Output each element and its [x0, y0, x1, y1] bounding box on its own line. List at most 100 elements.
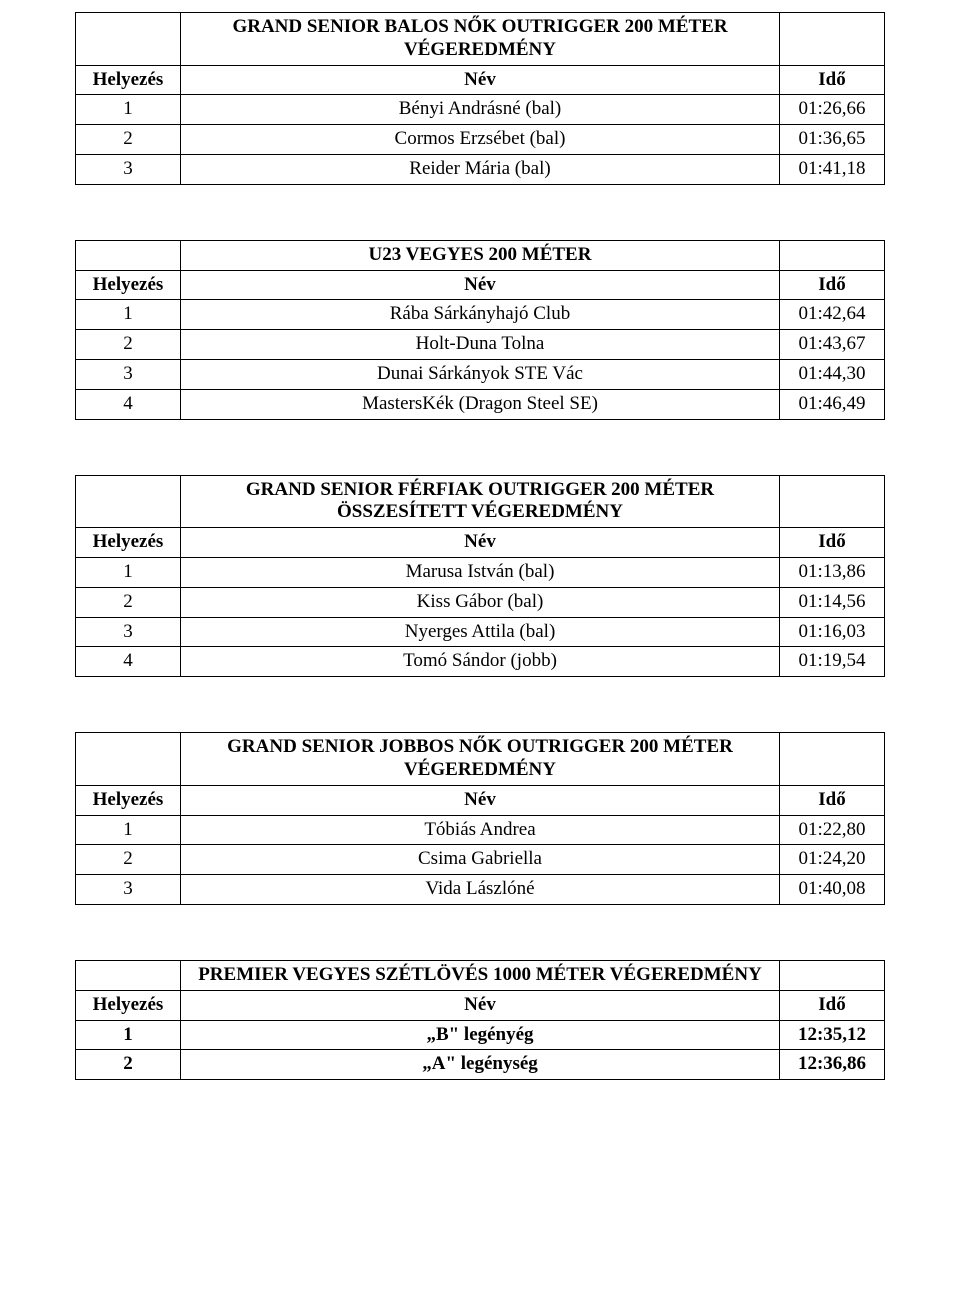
header-rank: Helyezés: [76, 528, 181, 558]
name-cell: Reider Mária (bal): [180, 154, 779, 184]
header-rank: Helyezés: [76, 270, 181, 300]
time-cell: 01:26,66: [780, 95, 885, 125]
results-table-0: GRAND SENIOR BALOS NŐK OUTRIGGER 200 MÉT…: [75, 12, 885, 185]
time-cell: 01:22,80: [780, 815, 885, 845]
header-name: Név: [180, 65, 779, 95]
table-title-row: GRAND SENIOR JOBBOS NŐK OUTRIGGER 200 MÉ…: [76, 733, 885, 786]
table-row: 1„B" legényég12:35,12: [76, 1020, 885, 1050]
rank-cell: 1: [76, 300, 181, 330]
time-cell: 01:14,56: [780, 587, 885, 617]
rank-cell: 1: [76, 1020, 181, 1050]
table-header-row: HelyezésNévIdő: [76, 528, 885, 558]
table-title: GRAND SENIOR JOBBOS NŐK OUTRIGGER 200 MÉ…: [180, 733, 779, 786]
rank-cell: 4: [76, 647, 181, 677]
header-rank: Helyezés: [76, 990, 181, 1020]
time-cell: 12:35,12: [780, 1020, 885, 1050]
header-name: Név: [180, 270, 779, 300]
table-title-row: PREMIER VEGYES SZÉTLÖVÉS 1000 MÉTER VÉGE…: [76, 960, 885, 990]
table-row: 3Reider Mária (bal)01:41,18: [76, 154, 885, 184]
header-name: Név: [180, 785, 779, 815]
blank-cell: [780, 475, 885, 528]
blank-cell: [76, 240, 181, 270]
blank-cell: [76, 13, 181, 66]
results-table-3: GRAND SENIOR JOBBOS NŐK OUTRIGGER 200 MÉ…: [75, 732, 885, 905]
table-row: 1Marusa István (bal)01:13,86: [76, 557, 885, 587]
time-cell: 01:42,64: [780, 300, 885, 330]
name-cell: Rába Sárkányhajó Club: [180, 300, 779, 330]
rank-cell: 2: [76, 1050, 181, 1080]
table-title: GRAND SENIOR BALOS NŐK OUTRIGGER 200 MÉT…: [180, 13, 779, 66]
name-cell: Kiss Gábor (bal): [180, 587, 779, 617]
time-cell: 01:43,67: [780, 330, 885, 360]
rank-cell: 3: [76, 875, 181, 905]
name-cell: Bényi Andrásné (bal): [180, 95, 779, 125]
results-table-2: GRAND SENIOR FÉRFIAK OUTRIGGER 200 MÉTER…: [75, 475, 885, 678]
time-cell: 01:13,86: [780, 557, 885, 587]
name-cell: Cormos Erzsébet (bal): [180, 125, 779, 155]
header-time: Idő: [780, 528, 885, 558]
header-name: Név: [180, 990, 779, 1020]
name-cell: Dunai Sárkányok STE Vác: [180, 359, 779, 389]
table-header-row: HelyezésNévIdő: [76, 785, 885, 815]
table-title: U23 VEGYES 200 MÉTER: [180, 240, 779, 270]
blank-cell: [780, 733, 885, 786]
header-rank: Helyezés: [76, 65, 181, 95]
table-row: 4MastersKék (Dragon Steel SE)01:46,49: [76, 389, 885, 419]
time-cell: 12:36,86: [780, 1050, 885, 1080]
rank-cell: 2: [76, 845, 181, 875]
table-title-row: U23 VEGYES 200 MÉTER: [76, 240, 885, 270]
rank-cell: 3: [76, 154, 181, 184]
table-title: GRAND SENIOR FÉRFIAK OUTRIGGER 200 MÉTER…: [180, 475, 779, 528]
rank-cell: 4: [76, 389, 181, 419]
table-row: 2Csima Gabriella01:24,20: [76, 845, 885, 875]
blank-cell: [76, 475, 181, 528]
table-header-row: HelyezésNévIdő: [76, 270, 885, 300]
table-title: PREMIER VEGYES SZÉTLÖVÉS 1000 MÉTER VÉGE…: [180, 960, 779, 990]
blank-cell: [780, 13, 885, 66]
table-title-row: GRAND SENIOR BALOS NŐK OUTRIGGER 200 MÉT…: [76, 13, 885, 66]
table-row: 2Cormos Erzsébet (bal)01:36,65: [76, 125, 885, 155]
name-cell: Holt-Duna Tolna: [180, 330, 779, 360]
header-rank: Helyezés: [76, 785, 181, 815]
time-cell: 01:36,65: [780, 125, 885, 155]
name-cell: „A" legénység: [180, 1050, 779, 1080]
name-cell: „B" legényég: [180, 1020, 779, 1050]
header-name: Név: [180, 528, 779, 558]
name-cell: Marusa István (bal): [180, 557, 779, 587]
rank-cell: 1: [76, 815, 181, 845]
header-time: Idő: [780, 990, 885, 1020]
blank-cell: [76, 733, 181, 786]
time-cell: 01:41,18: [780, 154, 885, 184]
blank-cell: [780, 960, 885, 990]
name-cell: Tóbiás Andrea: [180, 815, 779, 845]
table-row: 3Vida Lászlóné01:40,08: [76, 875, 885, 905]
results-table-4: PREMIER VEGYES SZÉTLÖVÉS 1000 MÉTER VÉGE…: [75, 960, 885, 1080]
name-cell: Vida Lászlóné: [180, 875, 779, 905]
rank-cell: 3: [76, 617, 181, 647]
rank-cell: 2: [76, 330, 181, 360]
rank-cell: 2: [76, 125, 181, 155]
table-row: 1Rába Sárkányhajó Club01:42,64: [76, 300, 885, 330]
name-cell: Tomó Sándor (jobb): [180, 647, 779, 677]
time-cell: 01:19,54: [780, 647, 885, 677]
table-row: 2Holt-Duna Tolna01:43,67: [76, 330, 885, 360]
table-row: 2Kiss Gábor (bal)01:14,56: [76, 587, 885, 617]
time-cell: 01:44,30: [780, 359, 885, 389]
time-cell: 01:46,49: [780, 389, 885, 419]
name-cell: MastersKék (Dragon Steel SE): [180, 389, 779, 419]
table-row: 3Dunai Sárkányok STE Vác01:44,30: [76, 359, 885, 389]
header-time: Idő: [780, 65, 885, 95]
time-cell: 01:40,08: [780, 875, 885, 905]
time-cell: 01:16,03: [780, 617, 885, 647]
blank-cell: [76, 960, 181, 990]
table-row: 1Bényi Andrásné (bal)01:26,66: [76, 95, 885, 125]
table-row: 3Nyerges Attila (bal)01:16,03: [76, 617, 885, 647]
table-title-row: GRAND SENIOR FÉRFIAK OUTRIGGER 200 MÉTER…: [76, 475, 885, 528]
header-time: Idő: [780, 270, 885, 300]
time-cell: 01:24,20: [780, 845, 885, 875]
rank-cell: 1: [76, 95, 181, 125]
rank-cell: 1: [76, 557, 181, 587]
name-cell: Nyerges Attila (bal): [180, 617, 779, 647]
table-header-row: HelyezésNévIdő: [76, 65, 885, 95]
rank-cell: 2: [76, 587, 181, 617]
